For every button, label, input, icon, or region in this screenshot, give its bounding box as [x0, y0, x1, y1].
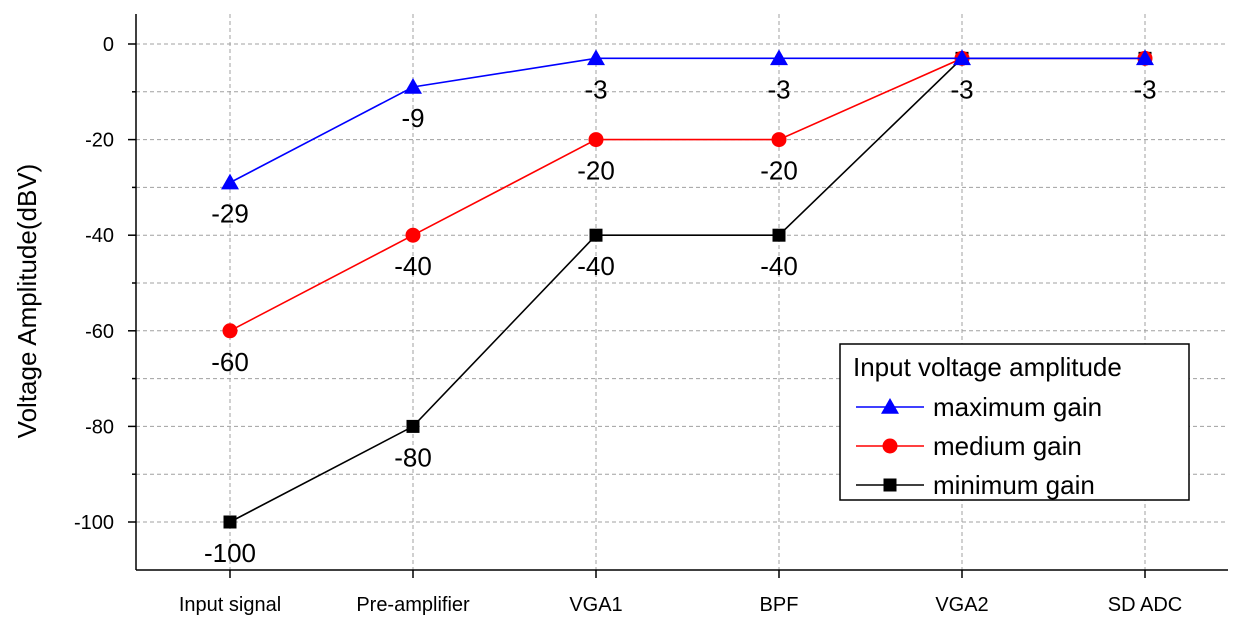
data-point: [587, 49, 605, 66]
y-tick-label: -100: [74, 512, 114, 534]
y-tick-label: -60: [85, 321, 114, 343]
data-label: -3: [1133, 74, 1156, 104]
x-tick-label: VGA2: [935, 594, 988, 616]
data-label: -40: [760, 251, 798, 281]
data-point: [404, 78, 422, 94]
legend-title: Input voltage amplitude: [853, 352, 1122, 382]
legend-marker: [883, 478, 897, 492]
data-point: [588, 132, 604, 148]
data-point: [1136, 49, 1154, 66]
data-labels: -29 -9 -3 -3 -3 -3 -60 -40 -20 -20 -100 -80 -40 -40: [204, 74, 1157, 568]
data-label: -9: [401, 103, 424, 133]
y-tick-label: -80: [85, 416, 114, 438]
data-point: [589, 228, 603, 242]
data-point: [771, 132, 787, 148]
y-tick-label: -40: [85, 225, 114, 247]
data-label: -20: [760, 156, 798, 186]
series-lines: [221, 49, 1154, 529]
data-label: -80: [394, 442, 432, 472]
legend-marker: [882, 438, 898, 454]
legend-entry-label: medium gain: [933, 431, 1082, 461]
legend-entry-label: maximum gain: [933, 392, 1102, 422]
y-axis-label: Voltage Amplitude(dBV): [12, 164, 42, 439]
x-tick-label: VGA1: [569, 594, 622, 616]
data-label: -40: [394, 251, 432, 281]
data-label: -20: [577, 156, 615, 186]
axes: 0 -20 -40 -60 -80 -100 Input signal Pre-amplifi…: [74, 14, 1228, 616]
legend-entries: maximum gain medium gain minimum gain: [856, 392, 1102, 500]
legend-marker: [881, 398, 899, 414]
legend-entry-label: minimum gain: [933, 470, 1095, 500]
data-label: -3: [767, 74, 790, 104]
data-point: [222, 323, 238, 339]
data-label: -3: [584, 74, 607, 104]
data-label: -40: [577, 251, 615, 281]
data-label: -3: [950, 74, 973, 104]
data-point: [953, 49, 971, 66]
x-tick-label: BPF: [760, 594, 799, 616]
data-point: [406, 419, 420, 433]
data-point: [772, 228, 786, 242]
data-point: [221, 173, 239, 190]
data-label: -60: [211, 347, 249, 377]
legend: Input voltage amplitude maximum gain medi…: [839, 343, 1190, 501]
data-point: [770, 49, 788, 66]
series-line: [229, 57, 1145, 332]
x-tick-label: SD ADC: [1108, 594, 1182, 616]
data-point: [223, 515, 237, 529]
data-point: [405, 227, 421, 243]
data-label: -29: [211, 199, 249, 229]
legend-box: [839, 343, 1190, 501]
data-label: -100: [204, 538, 256, 568]
x-tick-label: Pre-amplifier: [356, 594, 470, 616]
y-tick-label: -20: [85, 130, 114, 152]
x-tick-label: Input signal: [179, 594, 281, 616]
series-line: [229, 57, 1145, 184]
y-tick-label: 0: [103, 34, 114, 56]
